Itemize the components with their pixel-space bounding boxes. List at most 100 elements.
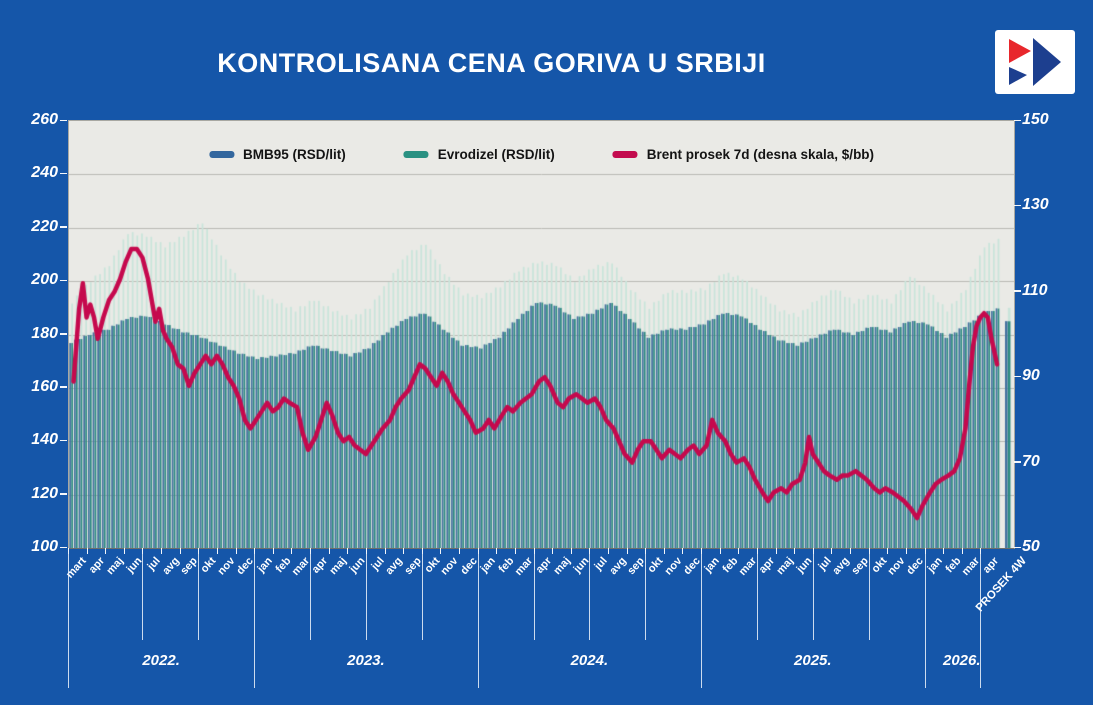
right-axis-tick xyxy=(1014,461,1021,463)
month-tick xyxy=(310,548,312,554)
legend-item-bmb95: BMB95 (RSD/lit) xyxy=(208,147,346,162)
left-axis-tick xyxy=(60,333,67,335)
month-tick-label: okt xyxy=(645,555,666,576)
left-axis-tick-label: 120 xyxy=(31,484,58,502)
month-tick xyxy=(68,548,69,554)
month-tick-label: feb xyxy=(496,555,517,576)
month-tick-label: dec xyxy=(457,555,480,578)
left-axis-tick-label: 140 xyxy=(31,431,58,449)
month-tick xyxy=(272,548,274,554)
month-tick xyxy=(645,548,647,554)
month-tick-label: sep xyxy=(848,555,871,578)
right-axis-tick-label: 150 xyxy=(1022,111,1049,128)
plot-area: BMB95 (RSD/lit) Evrodizel (RSD/lit) Bren… xyxy=(68,120,1015,549)
legend-label: BMB95 (RSD/lit) xyxy=(242,147,346,162)
year-label: 2026. xyxy=(942,652,981,669)
left-axis-tick xyxy=(60,172,67,175)
month-tick-label: sep xyxy=(625,555,648,578)
left-axis-tick xyxy=(60,546,67,549)
legend-item-brent: Brent prosek 7d (desna skala, $/bb) xyxy=(612,147,875,162)
chart-legend: BMB95 (RSD/lit) Evrodizel (RSD/lit) Bren… xyxy=(208,147,875,162)
year-label: 2024. xyxy=(570,652,609,669)
red-blue-arrows-icon xyxy=(1009,38,1061,86)
month-tick xyxy=(831,548,833,554)
left-axis-tick xyxy=(60,279,67,282)
month-tick xyxy=(961,548,963,554)
quarter-separator xyxy=(812,552,814,640)
month-tick-label: avg xyxy=(159,555,182,578)
month-tick-label: sep xyxy=(402,555,424,578)
page-title: KONTROLISANA CENA GORIVA U SRBIJI xyxy=(217,48,766,78)
month-tick-label: feb xyxy=(720,555,741,576)
month-tick-label: jun xyxy=(794,555,815,576)
right-axis-tick xyxy=(1014,119,1021,122)
month-tick-label: jan xyxy=(701,555,722,575)
month-tick xyxy=(552,548,554,554)
month-tick-label: jul xyxy=(592,555,610,573)
year-label: 2025. xyxy=(794,652,832,669)
legend-label: Evrodizel (RSD/lit) xyxy=(437,147,555,162)
month-tick-label: apr xyxy=(757,555,778,576)
left-axis-tick-label: 100 xyxy=(31,538,58,555)
month-tick xyxy=(254,548,256,554)
month-tick-label: avg xyxy=(830,555,852,578)
quarter-separator xyxy=(198,552,200,640)
left-axis-tick xyxy=(60,119,67,122)
quarter-separator xyxy=(365,552,367,640)
chart-canvas xyxy=(69,121,1014,548)
month-tick-label: okt xyxy=(198,555,219,576)
legend-label: Brent prosek 7d (desna skala, $/bb) xyxy=(646,147,875,162)
month-tick-label: apr xyxy=(533,555,554,576)
month-tick-label: jan xyxy=(478,555,499,575)
month-tick-label: jun xyxy=(571,555,592,576)
year-label: 2023. xyxy=(347,652,385,669)
month-tick-label: jun xyxy=(347,555,368,576)
month-tick-label: nov xyxy=(662,555,685,578)
right-axis-tick-label: 90 xyxy=(1022,367,1040,385)
month-tick-label: feb xyxy=(273,555,294,576)
month-tick xyxy=(775,548,777,554)
month-tick xyxy=(887,548,889,554)
evrodizel-swatch-icon xyxy=(403,151,429,158)
right-axis-tick-label: 110 xyxy=(1022,281,1048,299)
left-axis-tick xyxy=(60,493,67,495)
right-axis-tick xyxy=(1014,204,1021,207)
month-tick xyxy=(328,548,330,554)
month-tick-label: jan xyxy=(255,555,275,575)
right-axis-tick-label: 70 xyxy=(1022,452,1040,470)
legend-item-evrodizel: Evrodizel (RSD/lit) xyxy=(403,147,555,162)
month-tick xyxy=(421,548,423,554)
month-tick xyxy=(198,548,200,554)
month-tick xyxy=(719,548,721,554)
year-separator xyxy=(701,552,703,688)
month-tick xyxy=(589,548,591,554)
month-tick xyxy=(291,548,293,554)
brand-logo xyxy=(995,30,1075,94)
year-separator xyxy=(68,552,69,688)
left-axis-tick-label: 260 xyxy=(31,111,58,128)
month-tick xyxy=(924,548,926,554)
month-tick xyxy=(403,548,405,554)
year-separator xyxy=(924,552,926,688)
month-tick-label: jun xyxy=(124,555,145,576)
month-tick-label: apr xyxy=(86,555,108,576)
month-tick xyxy=(514,548,516,554)
right-axis-tick xyxy=(1014,290,1021,292)
month-tick-label: mar xyxy=(512,555,536,579)
month-tick xyxy=(682,548,684,554)
quarter-separator xyxy=(142,552,144,640)
year-label: 2022. xyxy=(142,652,180,669)
month-tick-label: mar xyxy=(736,555,759,579)
year-separator xyxy=(477,552,479,688)
month-tick-label: nov xyxy=(215,555,238,578)
month-tick xyxy=(943,548,945,554)
quarter-separator xyxy=(421,552,423,640)
month-tick xyxy=(905,548,907,554)
month-tick xyxy=(161,548,163,554)
quarter-separator xyxy=(756,552,758,640)
month-tick xyxy=(123,548,125,554)
month-tick xyxy=(570,548,572,554)
month-tick-label: nov xyxy=(438,555,461,578)
month-tick-label: dec xyxy=(234,555,257,578)
month-tick-label: feb xyxy=(943,555,964,576)
